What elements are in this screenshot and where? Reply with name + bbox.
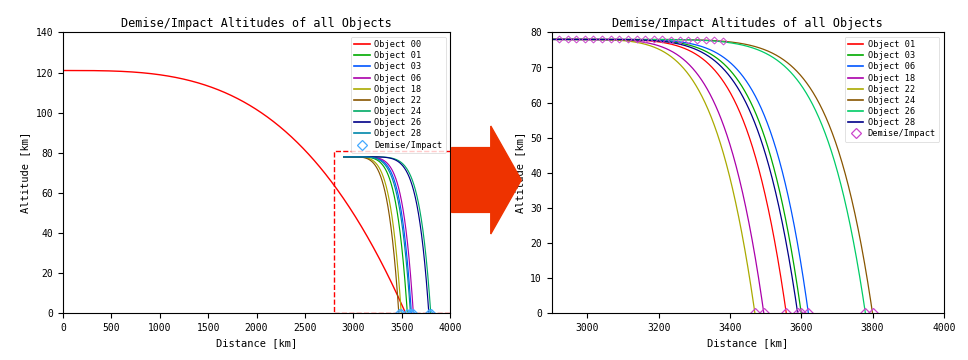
X-axis label: Distance [km]: Distance [km] — [216, 338, 297, 348]
Legend: Object 01, Object 03, Object 06, Object 18, Object 22, Object 24, Object 26, Obj: Object 01, Object 03, Object 06, Object … — [844, 37, 940, 142]
X-axis label: Distance [km]: Distance [km] — [708, 338, 788, 348]
Title: Demise/Impact Altitudes of all Objects: Demise/Impact Altitudes of all Objects — [121, 17, 392, 30]
FancyArrow shape — [451, 126, 522, 234]
Legend: Object 00, Object 01, Object 03, Object 06, Object 18, Object 22, Object 24, Obj: Object 00, Object 01, Object 03, Object … — [350, 37, 446, 153]
Y-axis label: Altitude [km]: Altitude [km] — [515, 132, 525, 213]
Bar — [334, 151, 455, 313]
Title: Demise/Impact Altitudes of all Objects: Demise/Impact Altitudes of all Objects — [613, 17, 883, 30]
Y-axis label: Altitude [km]: Altitude [km] — [20, 132, 30, 213]
